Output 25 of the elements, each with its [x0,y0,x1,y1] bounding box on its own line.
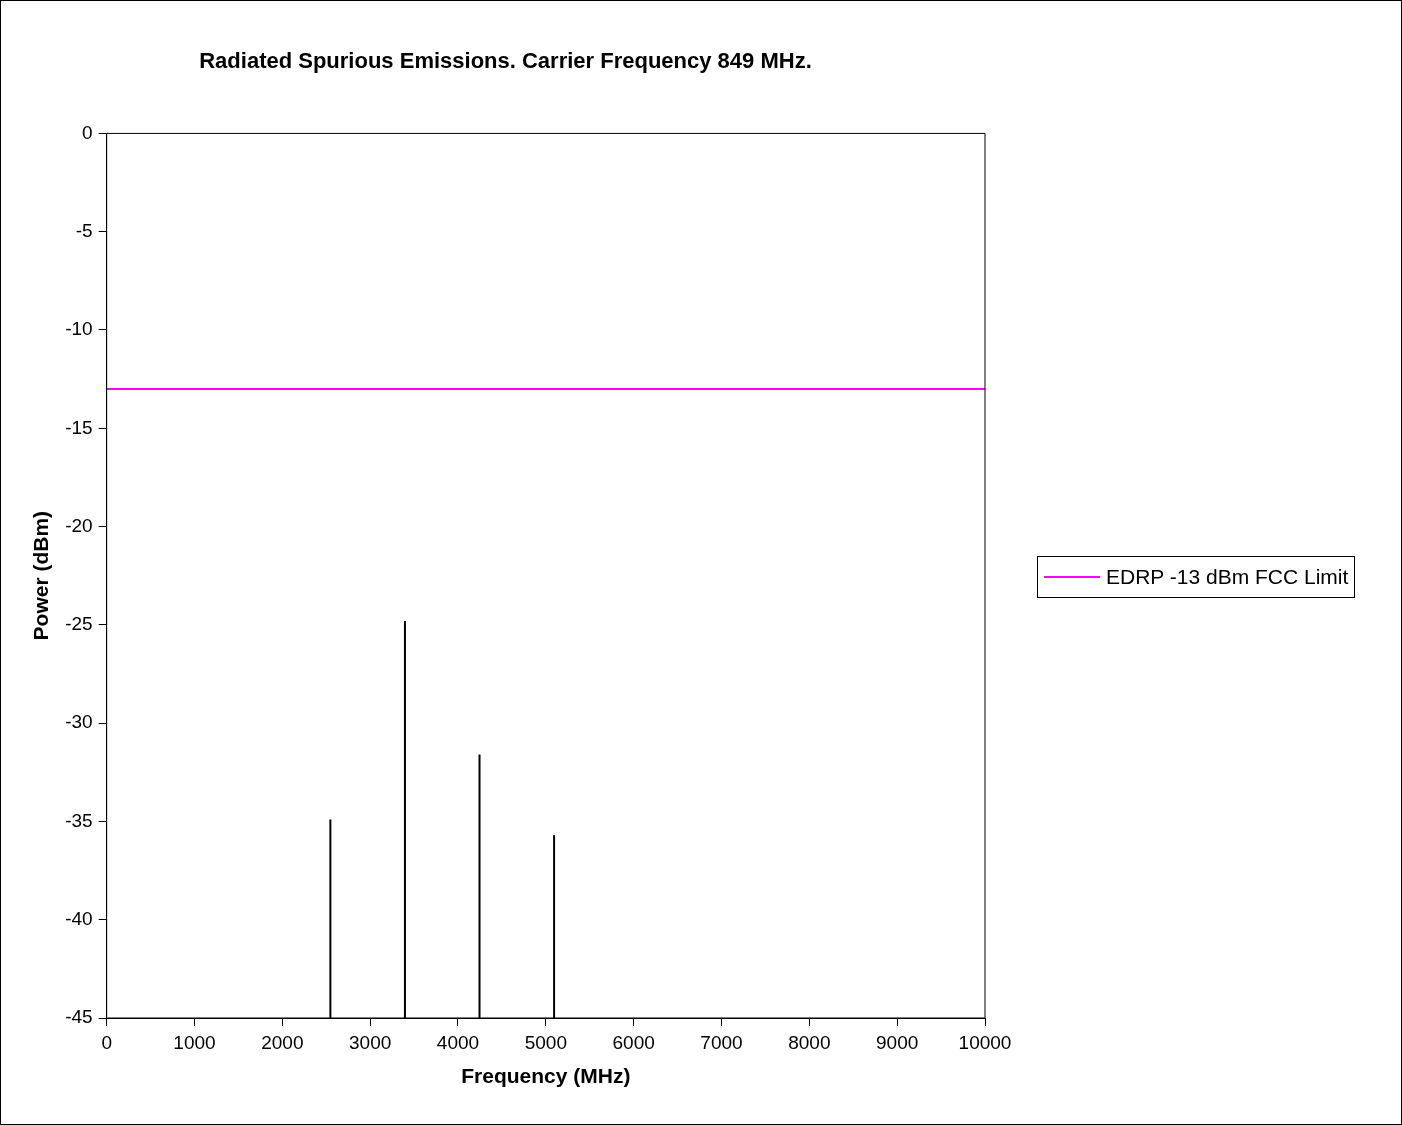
x-tick-label: 9000 [876,1031,919,1053]
x-tick-label: 3000 [349,1031,392,1053]
x-tick-label: 8000 [788,1031,831,1053]
x-tick-label: 6000 [612,1031,655,1053]
y-tick-label: -40 [65,907,93,929]
y-tick-label: -5 [75,219,93,241]
y-axis-title: Power (dBm) [29,510,53,641]
y-tick-label: -30 [65,711,93,733]
chart-title: Radiated Spurious Emissions. Carrier Frequency 849 MHz. [199,48,812,74]
y-tick-label: -45 [65,1006,93,1028]
y-tick-label: -15 [65,416,93,438]
x-tick-label: 4000 [436,1031,480,1053]
x-tick-label: 5000 [524,1031,567,1053]
x-axis-title: Frequency (MHz) [461,1064,631,1088]
x-tick-label: 0 [101,1031,112,1053]
y-tick-label: -10 [65,318,93,340]
x-tick-label: 10000 [958,1031,1012,1053]
y-tick-label: -35 [65,809,93,831]
y-tick-label: 0 [82,121,93,143]
x-tick-label: 1000 [173,1031,216,1053]
x-tick-label: 7000 [700,1031,743,1053]
y-tick-label: -25 [65,613,93,635]
legend-label: EDRP -13 dBm FCC Limit [1106,564,1349,589]
y-tick-label: -20 [65,514,93,536]
x-tick-label: 2000 [261,1031,304,1053]
